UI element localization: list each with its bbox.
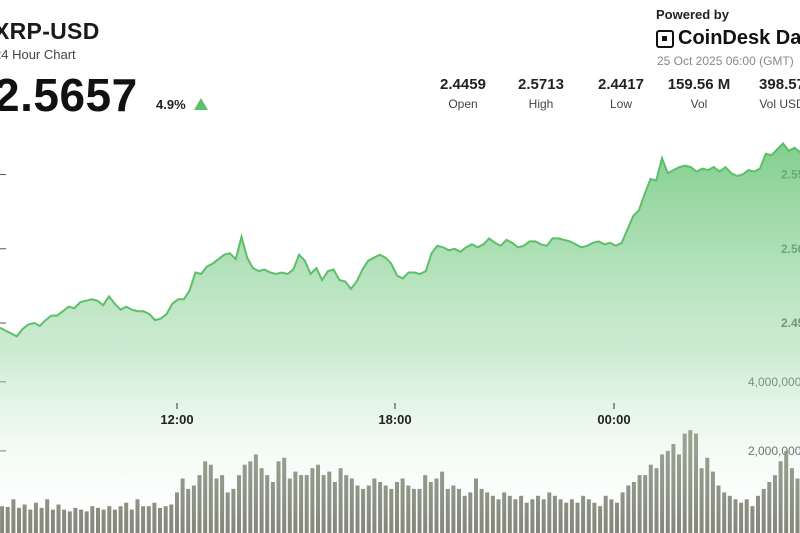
stat-value: 398.57: [759, 76, 800, 93]
price-line: [0, 141, 800, 338]
current-price: 2.5657: [0, 69, 138, 121]
stat-open: 2.4459 Open: [423, 76, 503, 111]
up-arrow-icon: [194, 98, 208, 110]
stat-label: Vol: [690, 97, 708, 111]
stat-value: 159.56 M: [667, 76, 731, 93]
stat-vol-usd: 398.57 Vol USD: [742, 76, 800, 111]
coindesk-logo-icon: [656, 29, 674, 48]
stat-label: Open: [448, 97, 478, 111]
powered-by-label: Powered by: [656, 7, 729, 22]
brand-name: CoinDesk Data: [678, 27, 800, 49]
price-change: 4.9%: [156, 97, 186, 112]
x-tick-label: 18:00: [378, 412, 411, 427]
brand-logo[interactable]: CoinDesk Data: [656, 27, 800, 50]
stat-label: Vol USD: [759, 97, 800, 111]
chart-title: XRP-USD: [0, 18, 100, 44]
stat-label: High: [528, 97, 554, 111]
stat-value: 2.4459: [440, 76, 486, 93]
stat-low: 2.4417 Low: [581, 76, 661, 111]
stat-high: 2.5713 High: [501, 76, 581, 111]
stat-value: 2.5713: [518, 76, 564, 93]
x-tick-label: 12:00: [160, 412, 193, 427]
stat-label: Low: [609, 97, 632, 111]
x-tick-label: 00:00: [597, 412, 630, 427]
stat-vol: 159.56 M Vol: [659, 76, 739, 111]
price-area: [0, 143, 800, 533]
chart-date: 25 Oct 2025 06:00 (GMT): [657, 54, 794, 68]
chart-subtitle: 24 Hour Chart: [0, 47, 76, 62]
stat-value: 2.4417: [598, 76, 644, 93]
